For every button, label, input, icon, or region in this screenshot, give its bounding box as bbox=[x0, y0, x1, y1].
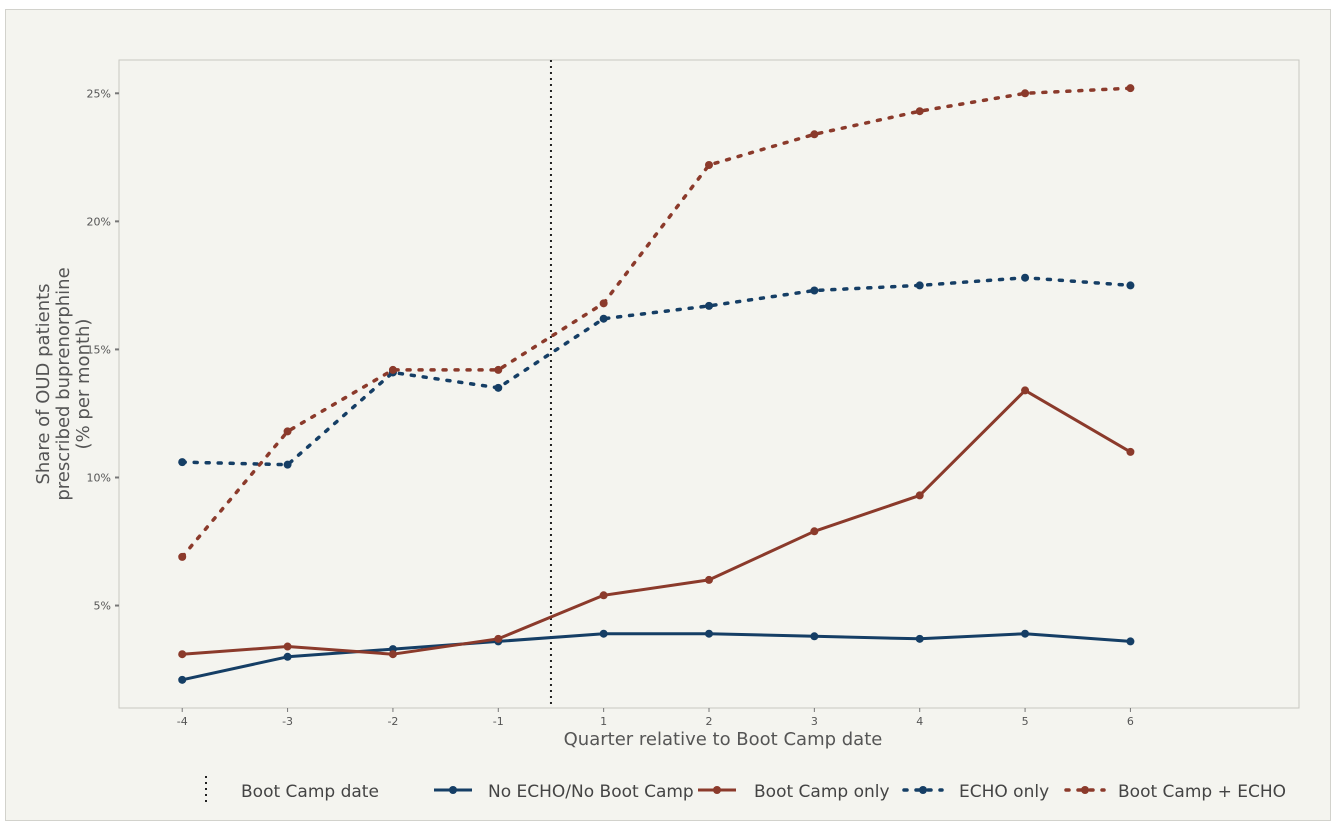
series-boot-camp-echo bbox=[178, 84, 1135, 561]
y-axis-title-line-2: prescribed buprenorphine bbox=[53, 267, 74, 500]
legend: Boot Camp date No ECHO/No Boot Camp Boot… bbox=[205, 776, 1286, 806]
data-point-echo-only bbox=[283, 460, 292, 469]
x-tick-label: -4 bbox=[177, 715, 188, 728]
data-point-boot-camp-echo bbox=[494, 365, 503, 374]
data-point-no-echo-no-boot-camp bbox=[705, 629, 713, 638]
legend-item-boot-camp-only: Boot Camp only bbox=[698, 782, 890, 802]
x-tick-label: -1 bbox=[493, 715, 504, 728]
data-point-boot-camp-only bbox=[1126, 447, 1135, 456]
legend-marker-no-echo-no-boot-camp bbox=[449, 786, 457, 794]
data-point-boot-camp-only bbox=[388, 650, 397, 659]
data-point-no-echo-no-boot-camp bbox=[1021, 629, 1030, 638]
y-axis-title-line-1: Share of OUD patients bbox=[33, 283, 54, 484]
data-point-echo-only bbox=[178, 458, 187, 467]
data-point-boot-camp-only bbox=[1021, 386, 1030, 395]
y-axis-title-line-3: (% per month) bbox=[73, 319, 94, 450]
x-axis-title: Quarter relative to Boot Camp date bbox=[564, 729, 883, 750]
data-point-boot-camp-echo bbox=[283, 427, 292, 436]
data-point-boot-camp-echo bbox=[178, 552, 187, 561]
series-group bbox=[178, 84, 1135, 684]
legend-label-echo-only: ECHO only bbox=[959, 782, 1049, 802]
data-point-echo-only bbox=[599, 314, 608, 323]
legend-label-boot-camp-only: Boot Camp only bbox=[754, 782, 890, 802]
data-point-boot-camp-echo bbox=[1021, 89, 1030, 98]
data-point-boot-camp-only bbox=[599, 591, 608, 600]
legend-label-boot-camp-date: Boot Camp date bbox=[241, 782, 379, 802]
x-tick-label: 1 bbox=[600, 715, 607, 728]
data-point-no-echo-no-boot-camp bbox=[1126, 637, 1135, 646]
y-axis-title: Share of OUD patients prescribed bupreno… bbox=[33, 267, 94, 500]
legend-label-boot-camp-plus-echo: Boot Camp + ECHO bbox=[1118, 782, 1286, 802]
legend-item-echo-only: ECHO only bbox=[902, 782, 1049, 802]
line-chart: 5% 10% 15% 20% 25% -4 -3 -2 -1 1 2 3 4 5 6 Quarter re… bbox=[33, 59, 1300, 806]
data-point-echo-only bbox=[1126, 281, 1135, 290]
data-point-boot-camp-echo bbox=[599, 299, 608, 308]
figure-panel: 5% 10% 15% 20% 25% -4 -3 -2 -1 1 2 3 4 5 6 Quarter re… bbox=[5, 9, 1331, 821]
data-point-boot-camp-echo bbox=[1126, 84, 1135, 93]
y-tick-label: 20% bbox=[87, 215, 111, 228]
data-point-no-echo-no-boot-camp bbox=[283, 652, 292, 661]
data-point-no-echo-no-boot-camp bbox=[810, 632, 819, 641]
legend-marker-echo-only bbox=[919, 786, 927, 794]
data-point-boot-camp-echo bbox=[810, 130, 819, 139]
legend-item-boot-camp-plus-echo: Boot Camp + ECHO bbox=[1064, 782, 1286, 802]
series-line-boot-camp-only bbox=[182, 388, 1132, 656]
series-boot-camp-only bbox=[178, 386, 1135, 659]
x-tick-label: 6 bbox=[1127, 715, 1134, 728]
data-point-echo-only bbox=[810, 286, 819, 295]
data-point-boot-camp-only bbox=[178, 650, 187, 659]
data-point-no-echo-no-boot-camp bbox=[599, 629, 608, 638]
data-point-echo-only bbox=[915, 281, 924, 290]
data-point-no-echo-no-boot-camp bbox=[915, 634, 924, 643]
data-point-boot-camp-only bbox=[810, 527, 819, 536]
data-point-boot-camp-only bbox=[283, 642, 292, 651]
series-line-no-echo-no-boot-camp bbox=[181, 632, 1131, 682]
series-line-echo-only bbox=[180, 275, 1133, 467]
x-tick-label: -2 bbox=[387, 715, 398, 728]
data-point-echo-only bbox=[1021, 273, 1030, 282]
y-tick-label: 5% bbox=[94, 600, 111, 613]
y-tick-label: 25% bbox=[87, 87, 111, 100]
legend-item-no-echo-no-boot-camp: No ECHO/No Boot Camp bbox=[434, 782, 694, 802]
legend-marker-boot-camp-plus-echo bbox=[1081, 786, 1089, 794]
series-line-boot-camp-echo bbox=[180, 86, 1133, 559]
y-axis: 5% 10% 15% 20% 25% bbox=[87, 87, 119, 613]
data-point-boot-camp-echo bbox=[388, 365, 397, 374]
legend-label-no-echo-no-boot-camp: No ECHO/No Boot Camp bbox=[488, 782, 694, 802]
legend-marker-boot-camp-only bbox=[713, 786, 721, 794]
y-tick-label: 10% bbox=[87, 471, 111, 484]
legend-item-boot-camp-date: Boot Camp date bbox=[205, 776, 379, 806]
data-point-boot-camp-only bbox=[494, 634, 503, 643]
x-tick-label: -3 bbox=[282, 715, 293, 728]
x-tick-label: 2 bbox=[706, 715, 713, 728]
data-point-boot-camp-only bbox=[915, 491, 924, 500]
data-point-no-echo-no-boot-camp bbox=[178, 675, 187, 684]
data-point-boot-camp-only bbox=[705, 575, 713, 584]
x-tick-label: 5 bbox=[1022, 715, 1029, 728]
x-tick-label: 3 bbox=[811, 715, 818, 728]
data-point-boot-camp-echo bbox=[705, 161, 713, 170]
x-axis: -4 -3 -2 -1 1 2 3 4 5 6 bbox=[177, 708, 1134, 728]
y-tick-label: 15% bbox=[87, 343, 111, 356]
data-point-echo-only bbox=[705, 301, 713, 310]
data-point-boot-camp-echo bbox=[915, 107, 924, 116]
x-tick-label: 4 bbox=[916, 715, 923, 728]
data-point-echo-only bbox=[494, 383, 503, 392]
plot-panel bbox=[118, 59, 1300, 709]
